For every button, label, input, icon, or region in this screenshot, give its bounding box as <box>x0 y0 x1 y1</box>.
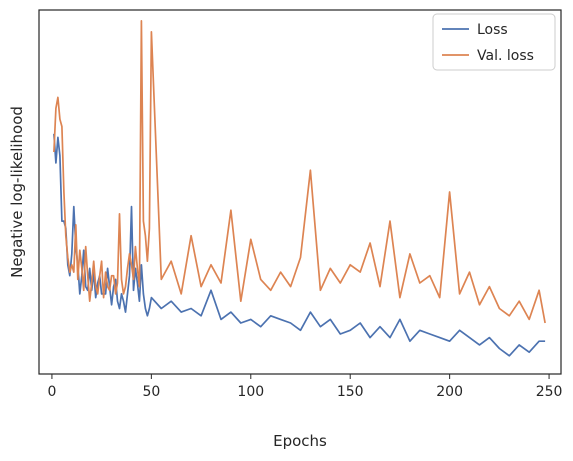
legend: Loss Val. loss <box>432 13 556 71</box>
x-tick-label: 150 <box>337 384 364 400</box>
x-tick-label: 50 <box>142 384 160 400</box>
x-axis: 0 50 100 150 200 250 <box>47 374 562 400</box>
x-tick-label: 250 <box>536 384 563 400</box>
legend-label-loss: Loss <box>477 22 508 38</box>
series-layer <box>53 20 546 357</box>
legend-box <box>432 13 556 71</box>
legend-label-val-loss: Val. loss <box>477 48 534 64</box>
series-line-loss <box>53 133 546 357</box>
y-axis-title: Negative log-likelihood <box>8 106 26 278</box>
x-axis-title: Epochs <box>273 432 327 450</box>
plot-frame <box>38 9 562 375</box>
series-line-val-loss <box>53 20 546 324</box>
x-tick-label: 0 <box>47 384 56 400</box>
x-tick-label: 200 <box>436 384 463 400</box>
x-tick-label: 100 <box>237 384 264 400</box>
